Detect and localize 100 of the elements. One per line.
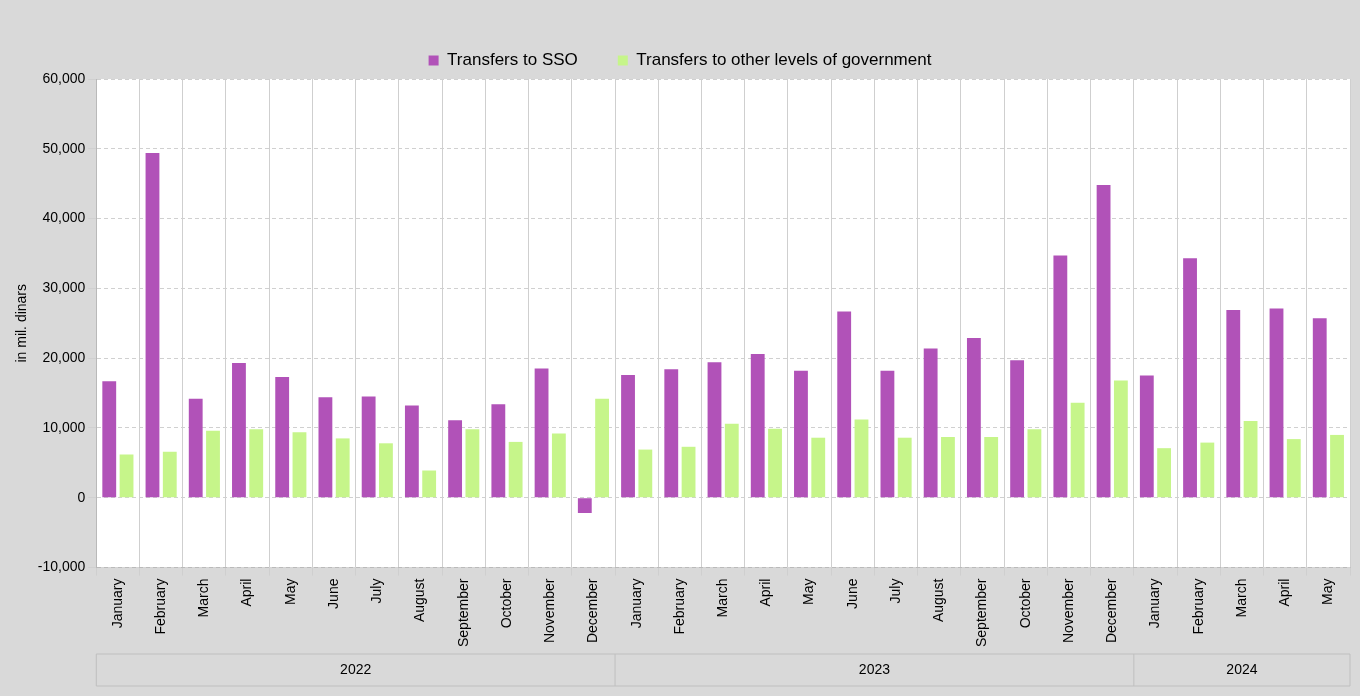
bar <box>664 369 679 498</box>
bar <box>1330 434 1344 498</box>
bar <box>621 374 635 498</box>
y-tick-label: 60,000 <box>42 69 86 86</box>
bar <box>941 437 955 498</box>
bar <box>534 368 549 498</box>
bar <box>1053 255 1068 498</box>
x-tick-label: July <box>368 578 385 604</box>
bar <box>966 337 981 498</box>
x-tick-label: May <box>281 578 298 605</box>
x-tick-label: January <box>108 578 125 629</box>
bar <box>1139 375 1154 498</box>
bar <box>837 311 852 498</box>
bar <box>292 432 307 498</box>
bar <box>508 441 523 498</box>
bar <box>275 377 290 498</box>
bar <box>188 398 203 498</box>
x-tick-label: September <box>454 578 471 647</box>
bar <box>102 381 117 498</box>
bar <box>145 152 160 498</box>
bar <box>794 370 808 498</box>
y-tick-label: 50,000 <box>42 139 86 156</box>
x-tick-label: April <box>1276 578 1293 607</box>
x-tick-label: November <box>1059 578 1076 644</box>
x-tick-label: December <box>1103 578 1120 644</box>
bar <box>206 430 220 498</box>
bar <box>1096 185 1111 498</box>
bar <box>422 470 437 498</box>
x-tick-label: October <box>497 578 514 629</box>
bar <box>1243 420 1258 498</box>
bar <box>1070 402 1085 498</box>
x-tick-label: October <box>1016 578 1033 629</box>
bar <box>707 362 722 498</box>
bar <box>465 429 480 498</box>
x-tick-label: March <box>714 578 730 618</box>
bar <box>897 437 912 498</box>
bar <box>1027 429 1042 498</box>
y-tick-label: -10,000 <box>37 558 86 575</box>
bar <box>854 419 869 498</box>
bar <box>491 404 506 498</box>
x-tick-label: March <box>1232 578 1249 618</box>
bar <box>1183 258 1197 498</box>
x-tick-label: February <box>151 578 168 635</box>
bar <box>724 423 739 498</box>
y-tick-label: 30,000 <box>42 279 86 296</box>
x-tick-label: August <box>411 578 428 623</box>
y-tick-label: 0 <box>77 488 86 505</box>
x-tick-label: March <box>195 578 212 618</box>
bar <box>1010 360 1025 498</box>
bar <box>1269 308 1284 498</box>
bar <box>984 437 999 498</box>
x-tick-label: December <box>584 578 601 644</box>
text: 2022 <box>340 660 372 677</box>
y-axis-title: in mil. dinars <box>13 283 30 363</box>
x-tick-label: January <box>627 578 644 629</box>
bar <box>768 428 782 498</box>
bar <box>551 433 566 498</box>
x-tick-label: June <box>843 578 860 609</box>
bar <box>638 449 653 498</box>
bar <box>1113 380 1128 498</box>
x-tick-label: May <box>800 578 817 605</box>
bar <box>880 370 895 498</box>
bar <box>1286 439 1301 498</box>
legend-label: Transfers to other levels of government <box>636 50 932 70</box>
x-tick-label: February <box>670 578 687 635</box>
text: 2024 <box>1226 660 1258 677</box>
x-tick-label: April <box>238 578 255 607</box>
bar <box>379 443 393 498</box>
bar <box>595 398 610 498</box>
bar <box>404 405 419 498</box>
bar <box>577 498 592 514</box>
bar <box>1157 448 1172 498</box>
bar <box>232 363 246 498</box>
bar <box>923 348 938 498</box>
bar <box>448 420 463 498</box>
bar <box>335 438 350 498</box>
x-tick-label: June <box>324 578 341 609</box>
bar <box>318 397 333 498</box>
legend-label: Transfers to SSO <box>447 50 578 70</box>
x-tick-label: August <box>930 578 947 623</box>
x-tick-label: May <box>1319 578 1336 605</box>
bar <box>1200 442 1215 498</box>
bar <box>361 396 376 498</box>
text: 2023 <box>858 660 891 677</box>
y-tick-label: 20,000 <box>42 349 86 366</box>
bar <box>119 454 134 498</box>
y-tick-label: 40,000 <box>42 209 86 226</box>
x-tick-label: January <box>1146 578 1163 629</box>
x-tick-label: September <box>973 578 990 647</box>
bar <box>1226 310 1241 498</box>
x-tick-label: February <box>1189 578 1206 635</box>
bar <box>750 353 765 498</box>
bar <box>162 451 177 498</box>
y-tick-label: 10,000 <box>42 418 86 435</box>
bar <box>249 429 264 498</box>
x-tick-label: April <box>757 578 774 607</box>
bar <box>1312 318 1327 498</box>
bar <box>681 446 696 498</box>
x-tick-label: July <box>886 578 903 604</box>
bar <box>811 437 826 498</box>
